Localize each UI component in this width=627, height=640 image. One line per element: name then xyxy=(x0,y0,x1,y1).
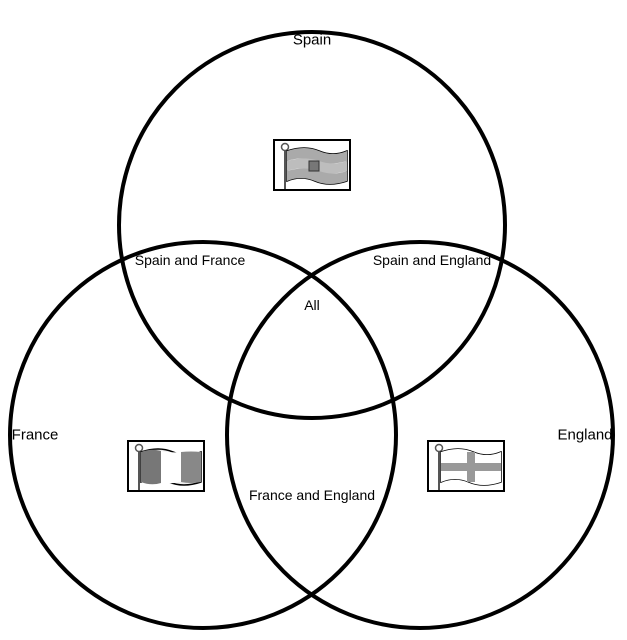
label-england: England xyxy=(557,427,612,444)
france-flag-icon xyxy=(127,440,205,492)
label-france-and-england: France and England xyxy=(249,487,375,503)
england-flag-icon xyxy=(427,440,505,492)
label-spain-and-france: Spain and France xyxy=(135,252,246,268)
spain-flag-icon xyxy=(273,139,351,191)
label-spain-and-england: Spain and England xyxy=(373,252,491,268)
label-all: All xyxy=(304,297,320,313)
label-france: France xyxy=(12,427,59,444)
label-spain: Spain xyxy=(293,32,331,49)
venn-stage: Spain France England Spain and France Sp… xyxy=(0,0,627,640)
